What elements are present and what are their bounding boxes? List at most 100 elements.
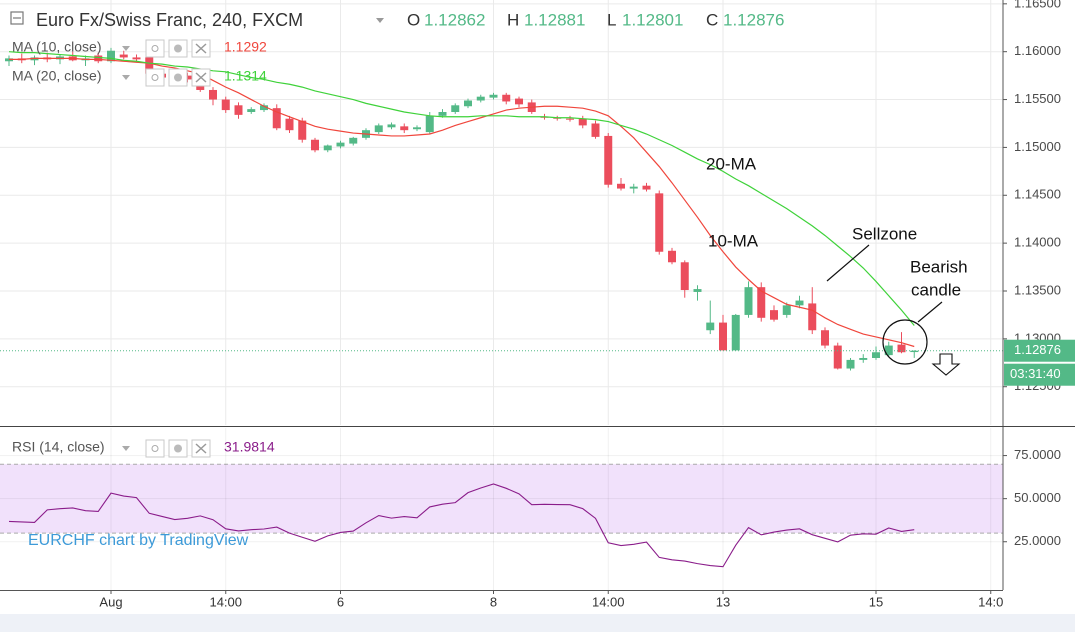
candle-body [502, 94, 511, 102]
y-tick-label: 25.0000 [1014, 533, 1061, 548]
candle-body [247, 109, 256, 112]
down-arrow [931, 353, 961, 376]
candle-body [680, 262, 689, 291]
candle-body [298, 120, 307, 140]
ohlc-letter: C [706, 10, 718, 29]
moving-average-line [9, 57, 915, 348]
candle-body [387, 124, 396, 128]
gear-glyph [174, 44, 182, 53]
candle-body [859, 357, 868, 360]
candle-body [629, 186, 638, 189]
close-icon-cross [195, 43, 207, 54]
candle-body [336, 142, 345, 147]
countdown-badge [1004, 363, 1075, 386]
candle-body [476, 96, 485, 101]
legend-dropdown[interactable] [122, 75, 130, 80]
candle-body [515, 98, 523, 105]
eye-glyph [151, 45, 159, 52]
candle-body [744, 287, 753, 315]
candle-body [578, 118, 587, 126]
candle-body [234, 105, 243, 115]
candle-body [209, 89, 217, 100]
candle-body [872, 352, 880, 358]
candle-body [119, 54, 128, 58]
rsi-line [8, 483, 915, 568]
eye-glyph [151, 445, 159, 452]
candle-body [489, 94, 498, 98]
candle-body [795, 300, 804, 306]
annotation: Bearish [910, 257, 968, 276]
legend-label: MA (10, close) [12, 39, 101, 55]
ohlc-value: 1.12862 [424, 10, 485, 29]
bearish-pointer [917, 301, 943, 323]
candle-body [591, 123, 600, 137]
candle-body [349, 137, 358, 144]
candle-body [272, 108, 281, 129]
candle-body [438, 111, 447, 116]
candle-body [808, 303, 817, 331]
collapse-icon[interactable] [10, 11, 24, 25]
countdown-label: 03:31:40 [1010, 366, 1061, 381]
y-tick-label: 1.15000 [1014, 139, 1061, 154]
eye-glyph [151, 74, 159, 81]
candle-body [668, 250, 676, 263]
y-tick-label: 1.13500 [1014, 282, 1061, 297]
candle-body [642, 185, 651, 190]
close-icon-cross [195, 443, 207, 454]
ohlc-letter: H [507, 10, 519, 29]
x-tick-label: 15 [869, 594, 883, 609]
eye-icon[interactable] [145, 68, 165, 87]
legend-dropdown[interactable] [122, 46, 130, 51]
last-price-badge [1004, 339, 1075, 362]
candle-body [770, 310, 778, 320]
candle-body [285, 118, 294, 131]
x-tick-label: 14:0 [978, 594, 1003, 609]
ohlc-value: 1.12881 [524, 10, 585, 29]
x-tick-label: 13 [716, 594, 730, 609]
candle-body [425, 115, 434, 133]
legend-label: RSI (14, close) [12, 439, 105, 455]
candle-body [400, 126, 409, 131]
gear-glyph [174, 444, 182, 453]
eye-icon[interactable] [145, 439, 165, 458]
candle-body [821, 330, 829, 346]
x-tick-label: 8 [490, 594, 497, 609]
candle-body [846, 359, 855, 369]
ohlc-letter: O [407, 10, 420, 29]
ohlc-value: 1.12801 [622, 10, 683, 29]
x-tick-label: 14:00 [592, 594, 625, 609]
candle-body [910, 350, 919, 353]
candle-body [451, 105, 460, 112]
candle-body [655, 193, 664, 252]
title-dropdown[interactable] [376, 18, 384, 23]
watermark: EURCHF chart by TradingView [28, 532, 249, 549]
candle-body [107, 50, 115, 62]
legend-value: 1.1292 [224, 39, 267, 55]
y-tick-label: 50.0000 [1014, 490, 1061, 505]
candle-body [706, 322, 715, 331]
y-tick-label: 75.0000 [1014, 447, 1061, 462]
rsi-band [0, 464, 1003, 534]
gear-glyph [174, 73, 182, 82]
candle-body [260, 105, 268, 111]
y-tick-label: 1.14500 [1014, 187, 1061, 202]
sellzone-pointer [826, 244, 870, 282]
moving-average-line [8, 51, 915, 326]
candle-body [221, 99, 230, 111]
eye-icon[interactable] [145, 39, 165, 58]
candle-body [719, 322, 727, 351]
y-tick-label: 1.16500 [1014, 0, 1061, 10]
ohlc-letter: L [607, 10, 616, 29]
candle-body [566, 118, 574, 120]
candle-body [323, 145, 332, 151]
last-price-label: 1.12876 [1014, 342, 1061, 357]
candle-body [693, 289, 702, 292]
y-tick-label: 1.14000 [1014, 235, 1061, 250]
candle-body [897, 344, 906, 353]
candle-body [833, 345, 842, 369]
candle-body [94, 55, 103, 62]
close-icon-cross [195, 72, 207, 83]
legend-dropdown[interactable] [122, 446, 130, 451]
